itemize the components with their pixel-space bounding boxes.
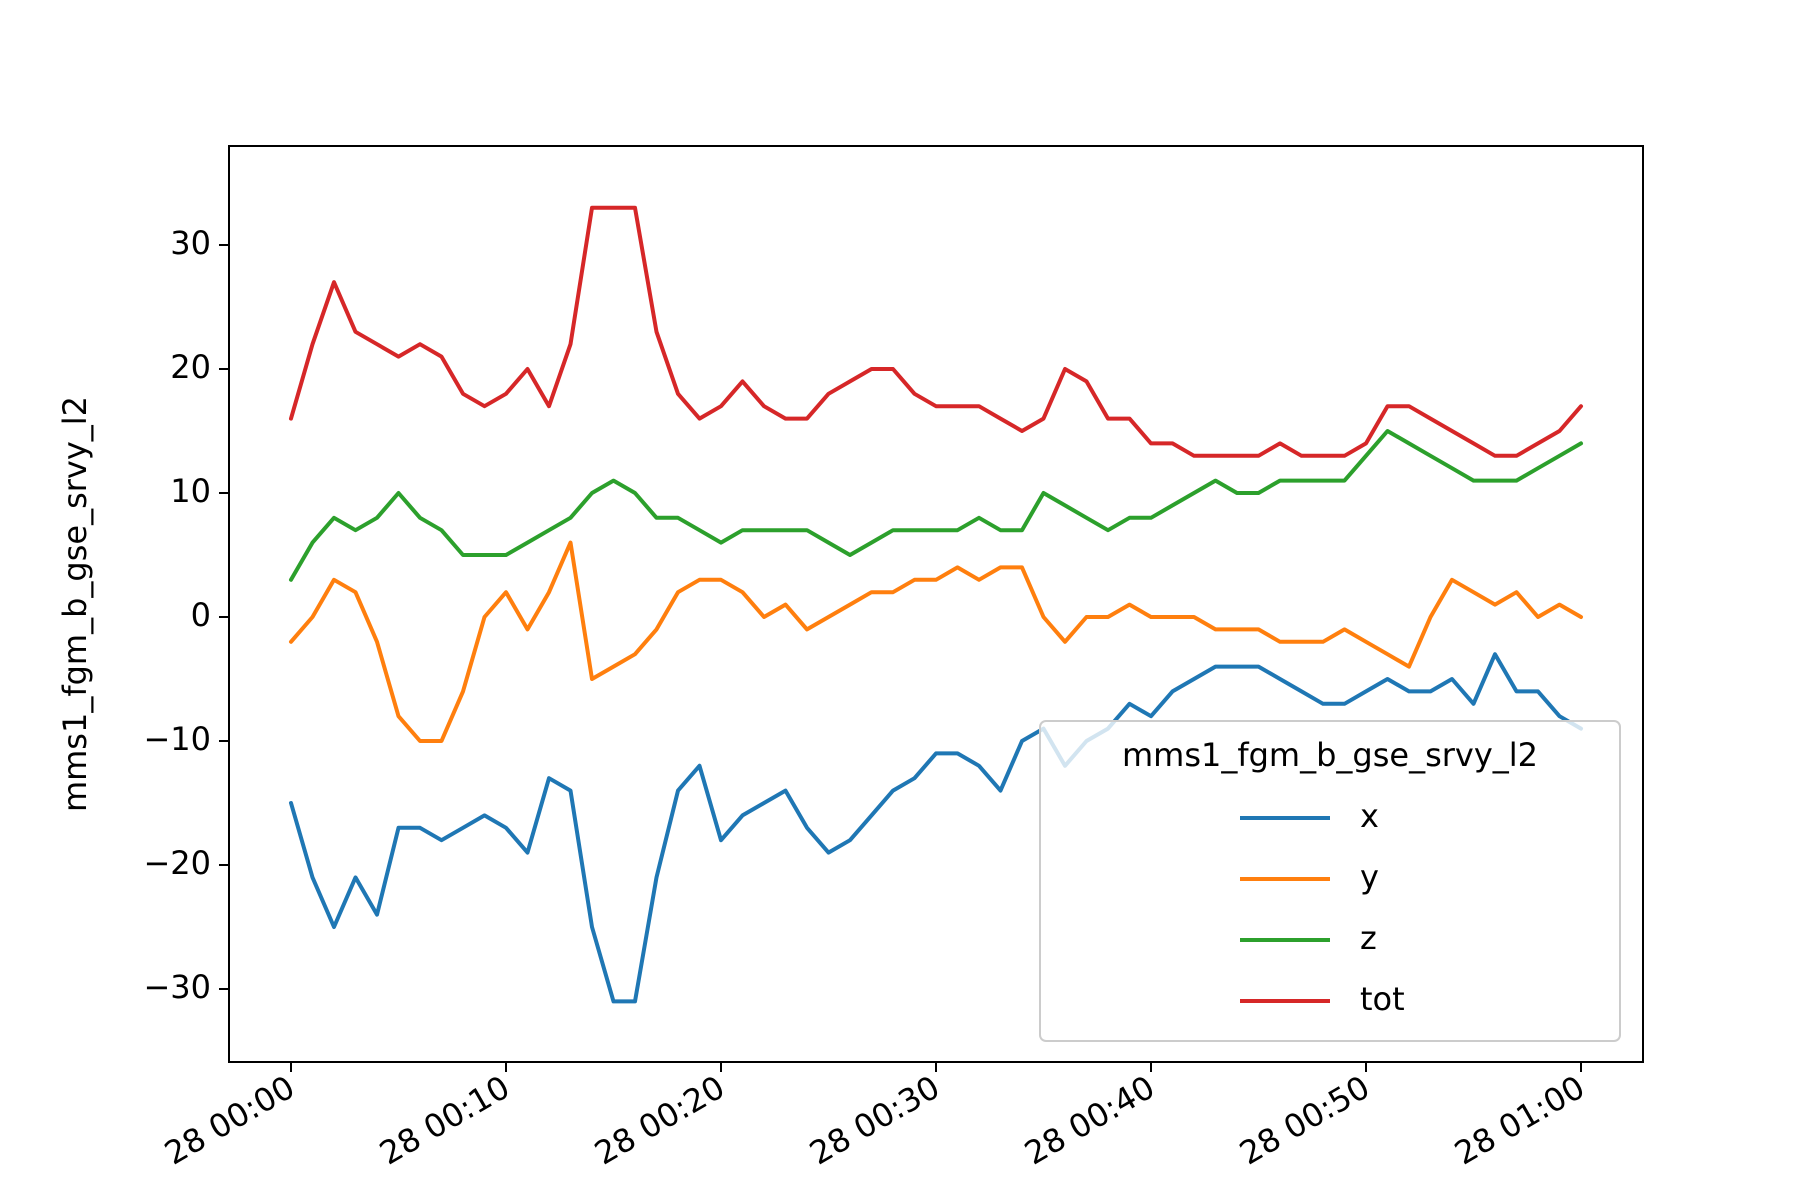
series-line-tot: [289, 205, 1583, 458]
y-axis: −30 −20 −10 0 10 20 30: [143, 224, 229, 1006]
y-tick-label: 10: [170, 472, 211, 510]
series-layer: [289, 205, 1583, 1004]
y-tick-label: −30: [143, 968, 211, 1006]
legend-label-x: x: [1360, 797, 1379, 835]
legend-entries: xyz tot: [1240, 797, 1405, 1018]
x-tick-label: 28 00:20: [588, 1068, 731, 1172]
x-tick-label: 28 00:40: [1018, 1068, 1161, 1172]
x-tick-label: 28 00:10: [373, 1068, 516, 1172]
x-tick-label: 28 00:00: [158, 1068, 301, 1172]
y-tick-label: −20: [143, 844, 211, 882]
y-axis-label: mms1_fgm_b_gse_srvy_l2: [56, 396, 94, 812]
legend-title: mms1_fgm_b_gse_srvy_l2: [1122, 736, 1538, 774]
y-tick-label: −10: [143, 720, 211, 758]
x-tick-label: 28 00:50: [1233, 1068, 1376, 1172]
y-tick-label: 30: [170, 224, 211, 262]
legend-label-tot: tot: [1360, 980, 1405, 1018]
y-tick-label: 0: [191, 596, 211, 634]
legend-label-y: y: [1360, 858, 1379, 896]
series-line-z: [289, 429, 1583, 582]
series-line-x: [289, 652, 1583, 1004]
y-tick-label: 20: [170, 348, 211, 386]
series-line-y: [289, 540, 1583, 743]
legend-label-z: z: [1360, 919, 1377, 957]
legend: mms1_fgm_b_gse_srvy_l2 xyz tot: [1039, 720, 1621, 1042]
x-tick-label: 28 00:30: [803, 1068, 946, 1172]
x-tick-label: 28 01:00: [1448, 1068, 1591, 1172]
x-axis: 28 00:00 28 00:10 28 00:20 28 00:30 28 00:40…: [158, 1062, 1591, 1172]
